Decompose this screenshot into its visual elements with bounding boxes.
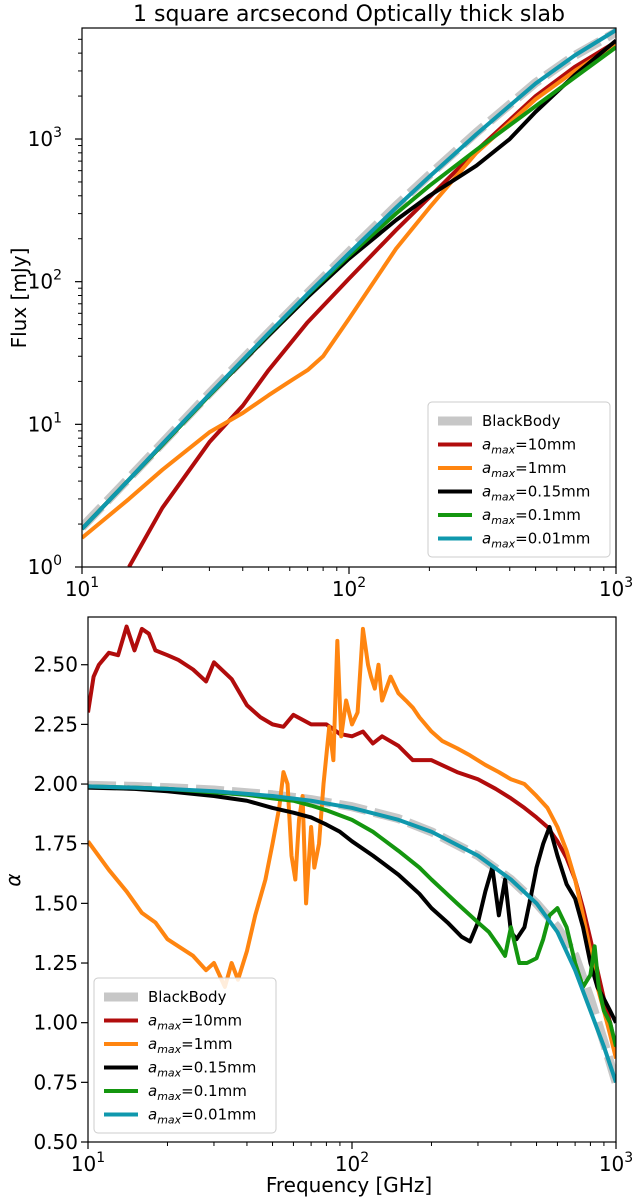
legend-entry: amax=1mm [148,1035,233,1056]
legend-entry: amax=0.01mm [482,530,590,551]
series-line-5 [88,784,616,1083]
x-tick-label: 103 [599,575,633,601]
series-lines [82,28,616,567]
series-line-3 [88,785,616,1024]
legend-entry: BlackBody [482,412,561,430]
legend-entry: amax=1mm [482,459,567,480]
legend-box [93,977,277,1134]
chart-title: 1 square arcsecond Optically thick slab [133,2,565,27]
x-tick-label: 101 [65,575,99,601]
series-line-4 [88,784,616,1048]
plot-frame [81,27,617,568]
legend: BlackBodyamax=10mmamax=1mmamax=0.15mmama… [93,977,277,1134]
legend-entry: amax=0.01mm [148,1106,256,1127]
x-tick-label: 103 [599,1150,633,1176]
legend-entry: amax=10mm [148,1012,242,1033]
flux-chart: 1 square arcsecond Optically thick slab … [7,2,633,601]
y-tick-label: 1.75 [33,832,78,856]
legend-entry: amax=10mm [482,436,576,457]
y-tick-label: 103 [28,125,62,151]
legend-box [427,401,611,558]
y-tick-label: 1.25 [33,951,78,975]
y-tick-label: 0.75 [33,1070,78,1094]
x-tick-label: 102 [332,575,366,601]
y-tick-label: 1.00 [33,1011,78,1035]
legend-entry: BlackBody [148,988,227,1006]
legend: BlackBodyamax=10mmamax=1mmamax=0.15mmama… [427,401,611,558]
y-tick-label: 2.50 [33,653,78,677]
series-line-1 [127,40,616,567]
y-tick-label: 1.50 [33,891,78,915]
y-tick-label: 2.25 [33,712,78,736]
y-tick-label: 2.00 [33,772,78,796]
x-axis-label: Frequency [GHz] [266,1173,432,1197]
series-lines [88,624,616,1084]
alpha-chart: α Frequency [GHz] 101 102 1030.500.751.001… [1,616,633,1197]
y-tick-label: 102 [28,268,62,294]
legend-entry: amax=0.1mm [148,1082,247,1103]
y-tick-label: 100 [28,553,62,579]
y-axis-label: α [1,873,25,886]
y-tick-label: 0.50 [33,1130,78,1154]
series-line-2 [88,626,616,1059]
y-tick-label: 101 [28,410,62,436]
plot-frame [87,616,617,1143]
series-line-5 [82,28,616,531]
legend-entry: amax=0.1mm [482,506,581,527]
y-axis-label: Flux [mJy] [7,248,31,349]
legend-entry: amax=0.15mm [148,1059,256,1080]
legend-entry: amax=0.15mm [482,483,590,504]
